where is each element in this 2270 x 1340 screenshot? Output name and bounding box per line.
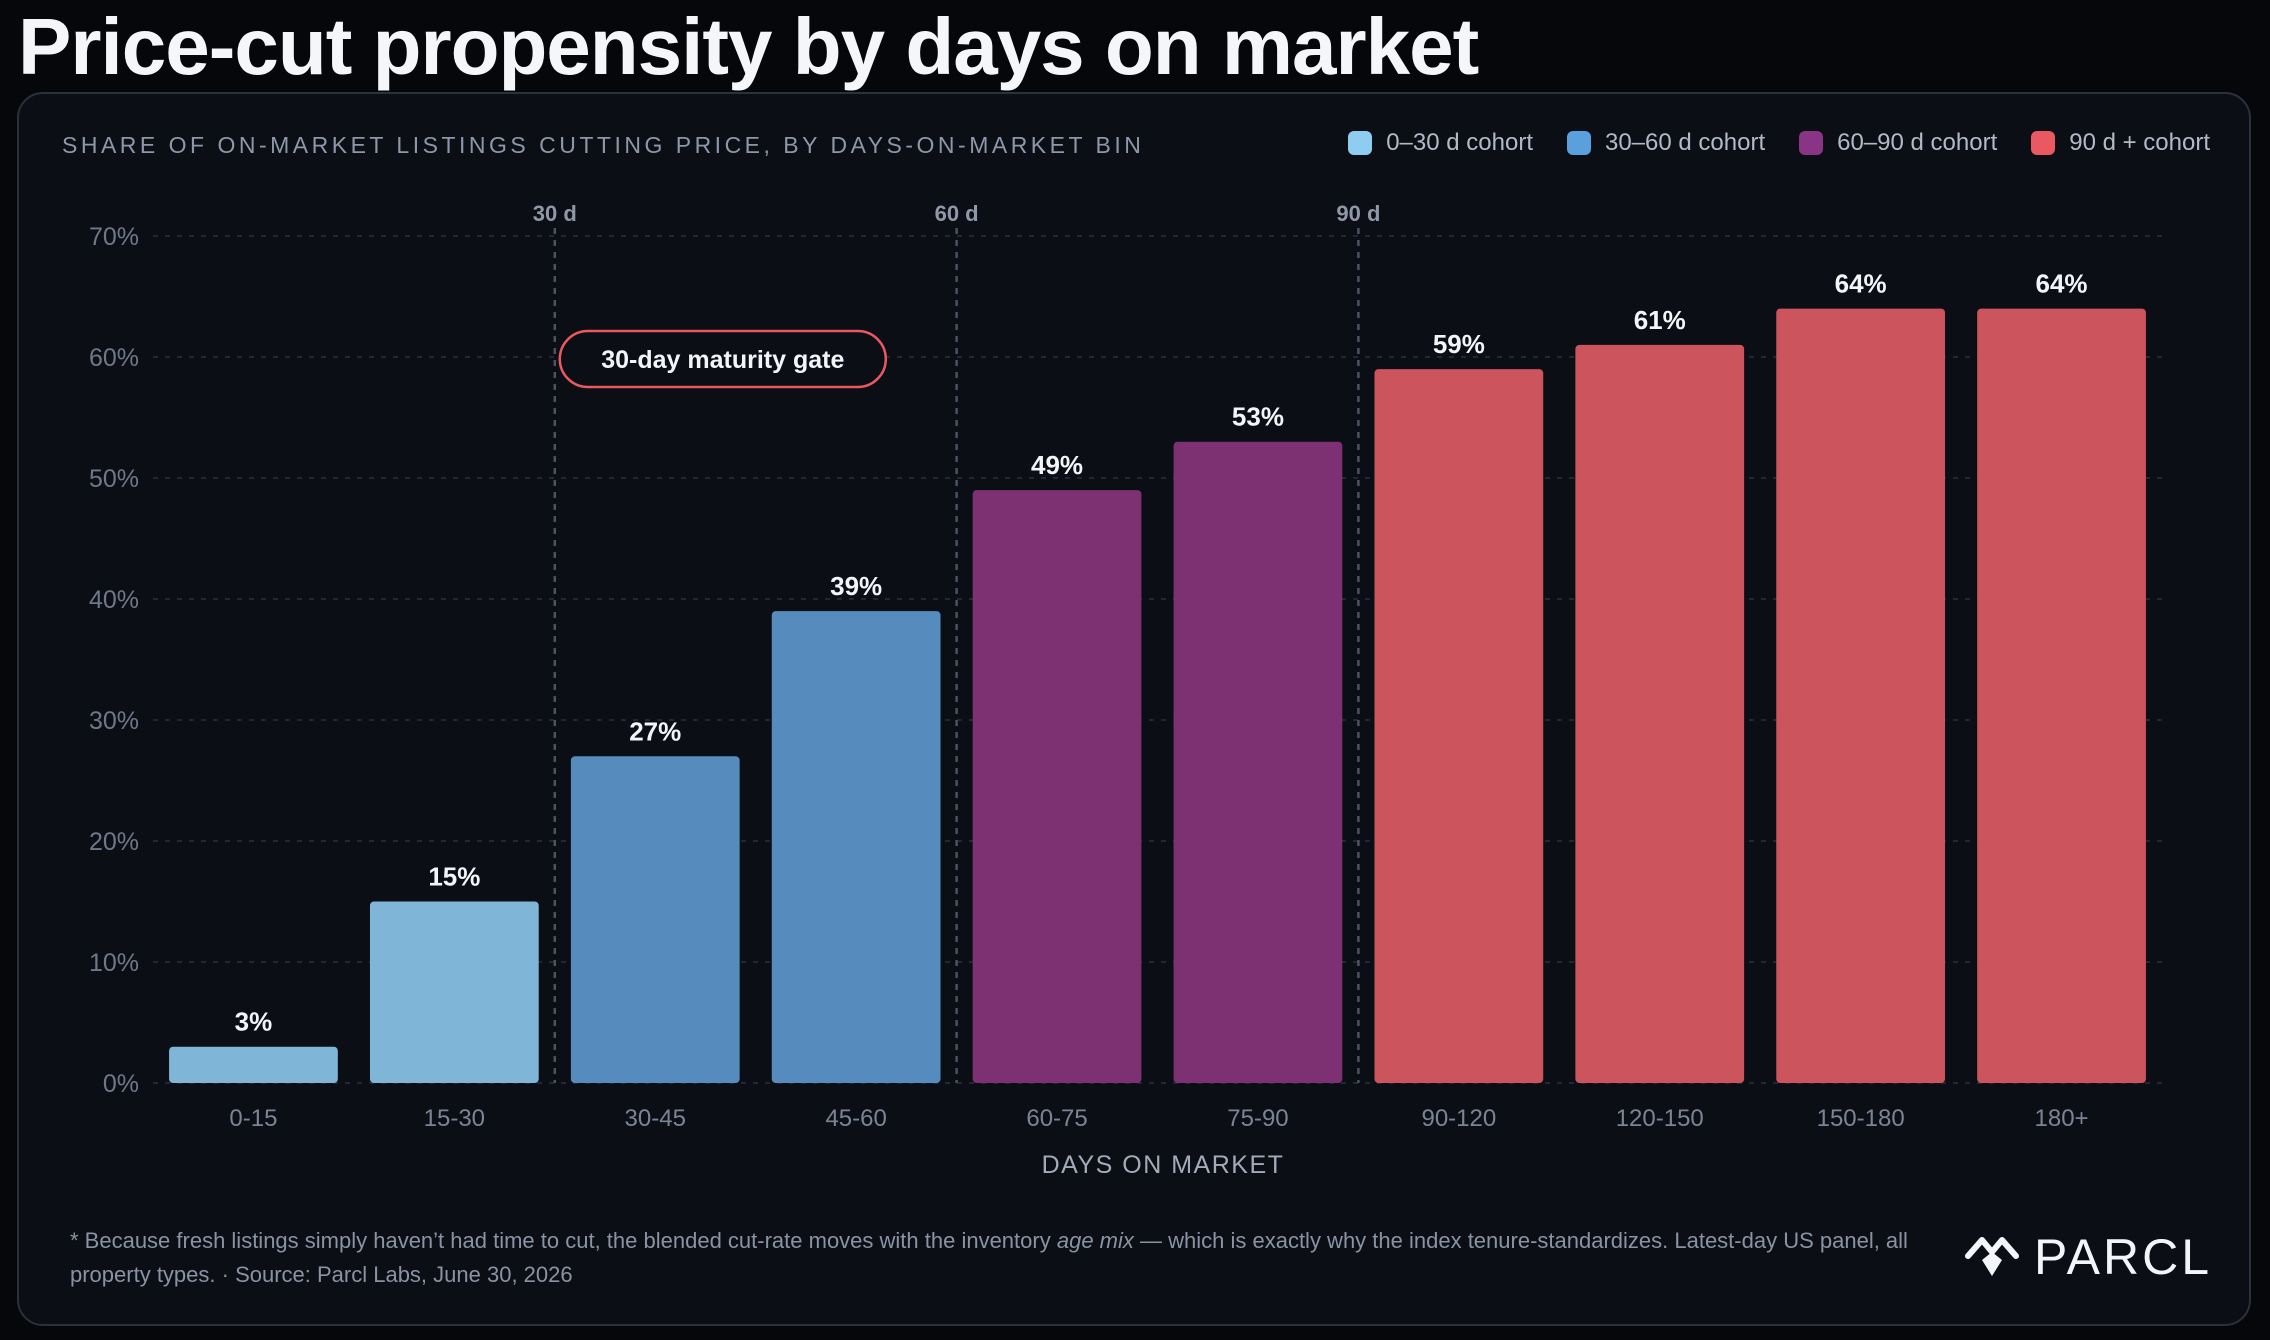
y-tick-label: 10%	[89, 949, 139, 977]
x-tick-label: 180+	[2035, 1105, 2089, 1132]
footnote: * Because fresh listings simply haven’t …	[70, 1224, 1930, 1292]
annotation: 30-day maturity gate	[558, 329, 888, 389]
legend-item-30-60: 30–60 d cohort	[1566, 129, 1766, 157]
bar-60-75	[972, 490, 1142, 1084]
y-tick-label: 20%	[89, 828, 139, 856]
legend-label-90-plus: 90 d + cohort	[2069, 129, 2210, 156]
y-tick-label: 40%	[89, 586, 139, 614]
reference-line-label: 90 d	[1336, 201, 1380, 226]
x-tick-label: 45-60	[825, 1105, 886, 1132]
legend-swatch-60-90	[1799, 131, 1824, 155]
legend-label-0-30: 0–30 d cohort	[1386, 129, 1533, 156]
parcl-logo-icon	[1964, 1237, 2019, 1276]
y-tick-label: 0%	[103, 1070, 139, 1098]
x-tick-label: 150-180	[1817, 1105, 1905, 1132]
parcl-logo: PARCL	[1964, 1228, 2212, 1286]
x-tick-label: 0-15	[229, 1105, 277, 1132]
legend-item-0-30: 0–30 d cohort	[1348, 129, 1533, 157]
annotation-label: 30-day maturity gate	[601, 346, 844, 374]
legend-swatch-90-plus	[2031, 131, 2056, 155]
x-axis-title: DAYS ON MARKET	[1042, 1151, 1285, 1179]
legend-label-30-60: 30–60 d cohort	[1604, 129, 1766, 156]
reference-line-label: 30 d	[533, 201, 577, 226]
bar-75-90	[1173, 441, 1343, 1083]
bar-value-label: 53%	[1232, 402, 1284, 432]
bars	[169, 308, 2146, 1084]
x-tick-label: 90-120	[1421, 1105, 1496, 1132]
footnote-emphasis: age mix	[1056, 1228, 1134, 1253]
bar-0-15	[169, 1046, 338, 1083]
bar-15-30	[369, 901, 539, 1083]
footnote-text-1: * Because fresh listings simply haven’t …	[70, 1228, 1057, 1253]
bar-value-label: 59%	[1433, 329, 1485, 359]
legend-swatch-30-60	[1566, 131, 1591, 155]
bar-180+	[1977, 308, 2146, 1084]
chart-legend: 0–30 d cohort 30–60 d cohort 60–90 d coh…	[1348, 129, 2210, 157]
legend-item-60-90: 60–90 d cohort	[1799, 129, 1997, 157]
legend-label-60-90: 60–90 d cohort	[1837, 129, 1998, 156]
axes: 0% 10% 20% 30% 40% 50% 60% 70% 0-15 15-30 30-45 45-…	[89, 223, 2089, 1132]
x-tick-label: 120-150	[1616, 1105, 1704, 1132]
bar-value-label: 39%	[830, 571, 882, 601]
bar-value-label: 64%	[2036, 269, 2088, 299]
x-tick-label: 60-75	[1026, 1105, 1087, 1132]
reference-lines: 30 d 60 d 90 d	[533, 201, 1380, 1083]
page-title: Price-cut propensity by days on market	[18, 2, 1479, 91]
bar-value-label: 64%	[1835, 269, 1887, 299]
footnote-text-2: — which is exactly why the index tenure-…	[70, 1228, 1908, 1287]
bar-150-180	[1776, 308, 1946, 1084]
bar-value-label: 15%	[428, 862, 480, 892]
annotation-pill	[558, 329, 888, 389]
bar-45-60	[771, 611, 941, 1083]
bar-120-150	[1575, 344, 1745, 1083]
x-tick-label: 30-45	[625, 1105, 686, 1132]
y-tick-label: 30%	[89, 707, 139, 735]
bar-value-label: 27%	[629, 716, 681, 746]
chart-subtitle: SHARE OF ON-MARKET LISTINGS CUTTING PRIC…	[62, 132, 1145, 158]
bar-30-45	[570, 756, 740, 1083]
bar-value-label: 49%	[1031, 450, 1083, 480]
legend-item-90-plus: 90 d + cohort	[2031, 129, 2210, 157]
y-tick-label: 60%	[89, 344, 139, 372]
bar-value-label: 61%	[1634, 305, 1686, 335]
x-tick-label: 15-30	[424, 1105, 485, 1132]
data-labels: 3% 15% 27% 39% 49% 53% 59% 61% 64% 64%	[235, 269, 2088, 1037]
bar-value-label: 3%	[235, 1007, 273, 1037]
y-tick-label: 70%	[89, 223, 139, 251]
y-tick-label: 50%	[89, 465, 139, 493]
reference-line-label: 60 d	[935, 201, 979, 226]
logo-text: PARCL	[2033, 1229, 2212, 1285]
legend-swatch-0-30	[1348, 131, 1373, 155]
x-tick-label: 75-90	[1227, 1105, 1288, 1132]
bar-90-120	[1374, 369, 1544, 1084]
